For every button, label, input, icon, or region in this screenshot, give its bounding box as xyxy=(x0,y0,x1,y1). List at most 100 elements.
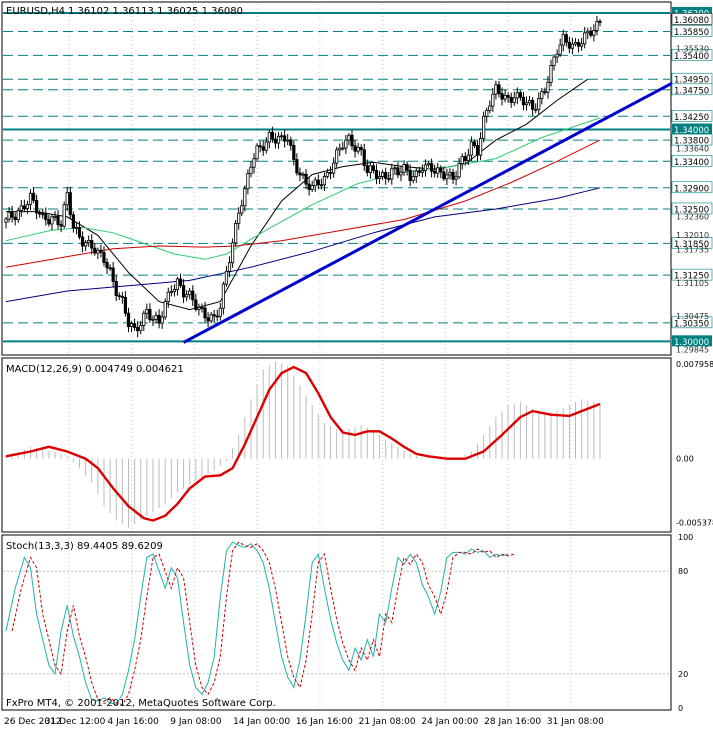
candle-body xyxy=(439,167,443,173)
candlestick xyxy=(583,26,587,49)
macd-axis-tick: -0.005378 xyxy=(676,519,713,528)
candle-body xyxy=(387,177,391,180)
candlestick xyxy=(246,169,250,195)
candlestick xyxy=(200,303,204,313)
candle-body xyxy=(347,134,351,141)
candlestick xyxy=(132,318,137,331)
candle-body xyxy=(166,291,170,302)
candle-body xyxy=(561,34,565,46)
candlestick xyxy=(402,160,406,176)
candle-body xyxy=(543,91,547,94)
candle-body xyxy=(420,170,425,173)
candle-body xyxy=(598,20,602,23)
candle-body xyxy=(163,301,167,318)
candlestick xyxy=(347,133,351,146)
candlestick xyxy=(310,180,314,192)
candle-body xyxy=(84,242,88,247)
price-level-label: 1.34950 xyxy=(674,76,709,86)
price-level-tag xyxy=(672,7,712,19)
candle-body xyxy=(102,251,106,263)
candle-body xyxy=(132,323,137,328)
candle-body xyxy=(301,173,305,176)
candle-body xyxy=(129,323,134,327)
candlestick xyxy=(381,169,385,181)
candlestick xyxy=(491,88,495,112)
candle-body xyxy=(469,141,474,156)
candle-body xyxy=(289,139,293,146)
candle-body xyxy=(227,262,232,272)
candlestick xyxy=(521,91,526,111)
candlestick xyxy=(313,177,317,192)
candle-body xyxy=(273,138,278,144)
candle-body xyxy=(491,93,495,107)
candlestick xyxy=(286,134,290,146)
candlestick xyxy=(191,285,195,307)
candle-body xyxy=(454,176,458,180)
price-level-tag xyxy=(671,202,713,215)
candlestick xyxy=(359,144,363,156)
candlestick xyxy=(429,158,434,178)
candle-body xyxy=(411,176,415,181)
candle-body xyxy=(246,173,250,190)
price-level-label: 1.35850 xyxy=(674,28,709,38)
candlestick xyxy=(203,301,207,323)
candlestick xyxy=(478,132,483,161)
candlestick xyxy=(374,164,379,185)
moving-average-line xyxy=(5,187,601,303)
candle-body xyxy=(325,172,330,177)
candle-body xyxy=(555,53,559,58)
candlestick xyxy=(509,92,513,108)
candle-body xyxy=(552,56,556,66)
candle-body xyxy=(276,135,281,144)
candle-body xyxy=(111,267,115,282)
price-level-label: 1.31850 xyxy=(674,240,709,250)
candlestick xyxy=(111,261,115,288)
time-axis-tick: 24 Jan 00:00 xyxy=(421,717,478,727)
candlestick xyxy=(304,169,308,190)
candle-body xyxy=(292,145,296,160)
candlestick xyxy=(576,39,581,53)
candlestick xyxy=(227,256,232,278)
candlestick xyxy=(276,132,281,149)
time-axis-tick: 4 Jan 16:00 xyxy=(108,717,160,727)
candlestick xyxy=(255,143,259,163)
candlesticks xyxy=(4,15,602,338)
candle-body xyxy=(90,240,94,249)
price-level-label: 1.32900 xyxy=(674,184,709,194)
stoch-axis-tick: 20 xyxy=(678,670,688,679)
candlestick xyxy=(503,89,507,103)
stoch-axis-tick: 0 xyxy=(678,704,683,713)
candlestick xyxy=(494,80,498,100)
candle-body xyxy=(500,93,504,100)
price-level-tag xyxy=(671,49,713,61)
candlestick xyxy=(65,186,69,211)
candle-body xyxy=(497,84,501,94)
price-axis-tick: 1.31735 xyxy=(676,245,709,254)
candlestick xyxy=(206,312,210,328)
candle-body xyxy=(310,185,314,190)
candle-body xyxy=(414,170,418,178)
candle-body xyxy=(445,174,449,180)
candle-body xyxy=(267,131,271,143)
candle-body xyxy=(255,145,259,160)
candlestick xyxy=(524,96,529,111)
candlestick xyxy=(463,152,467,166)
candlestick xyxy=(298,167,302,182)
candle-body xyxy=(4,218,8,223)
candlestick xyxy=(540,87,544,105)
candlestick xyxy=(295,153,299,176)
candlestick xyxy=(589,26,593,38)
candlestick xyxy=(160,311,164,329)
axis-labels: 1.362001.358501.354001.349501.347501.342… xyxy=(4,7,713,727)
candlestick xyxy=(322,172,327,191)
price-level-tag xyxy=(671,133,713,146)
candlestick xyxy=(224,265,229,287)
candlestick xyxy=(405,161,409,176)
candle-body xyxy=(359,147,363,151)
price-level-tag xyxy=(671,316,713,329)
candle-body xyxy=(402,164,406,173)
candle-body xyxy=(341,147,345,150)
candlestick xyxy=(270,126,274,143)
candle-body xyxy=(160,316,164,324)
candle-body xyxy=(433,170,437,174)
